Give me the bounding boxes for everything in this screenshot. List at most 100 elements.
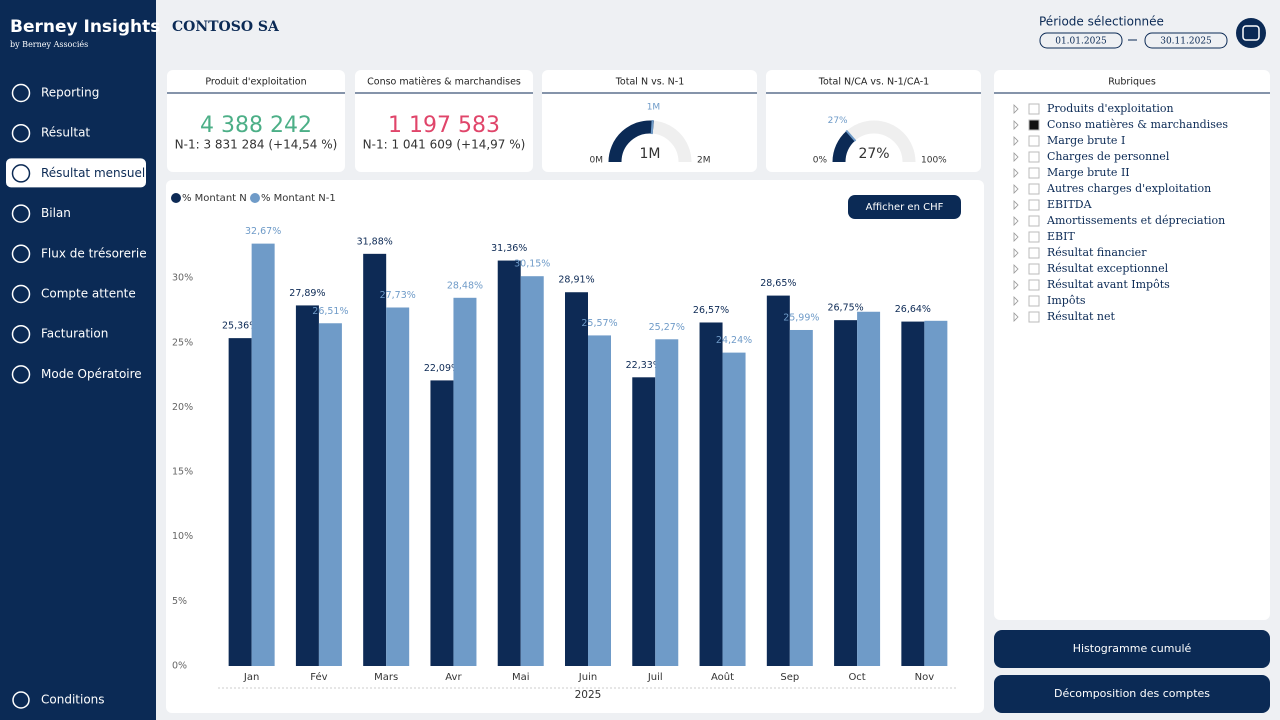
expand-arrow[interactable]	[1013, 264, 1019, 274]
chf-button[interactable]	[848, 195, 961, 219]
brand: Berney Insights	[10, 17, 160, 37]
bar	[588, 335, 611, 666]
bar	[834, 320, 858, 666]
rubrique[interactable]: Conso matières & marchandises	[1047, 118, 1228, 131]
nav-item[interactable]: Mode Opératoire	[41, 367, 142, 381]
rubrique[interactable]: Amortissements et dépreciation	[1046, 214, 1225, 227]
nav-item[interactable]: Compte attente	[41, 287, 136, 301]
expand-arrow[interactable]	[1013, 296, 1019, 306]
checkbox[interactable]	[1028, 183, 1040, 195]
bar	[632, 377, 656, 666]
kpi-previous: N-1: 3 831 284 (+14,54 %)	[175, 138, 338, 152]
nav-active	[6, 158, 146, 188]
start-date[interactable]: 01.01.2025	[1055, 37, 1107, 47]
end-date[interactable]: 30.11.2025	[1160, 37, 1212, 47]
rubrique[interactable]: Résultat avant Impôts	[1047, 278, 1170, 291]
rubrique[interactable]: Charges de personnel	[1047, 150, 1170, 163]
rubriques-title: Rubriques	[1108, 77, 1156, 88]
expand-arrow[interactable]	[1013, 120, 1019, 130]
y-tick-label: 20%	[172, 402, 193, 413]
checkbox[interactable]	[1028, 311, 1040, 323]
expand-arrow[interactable]	[1013, 104, 1019, 114]
bar	[722, 352, 746, 666]
bar	[453, 297, 477, 666]
x-tick-label: Août	[711, 671, 734, 683]
nav-conditions[interactable]: Conditions	[41, 693, 105, 707]
x-tick-label: Oct	[848, 672, 865, 683]
x-tick-label: Mars	[374, 672, 398, 683]
action-button-label[interactable]: Décomposition des comptes	[1054, 687, 1210, 700]
x-tick-label: Sep	[780, 672, 799, 683]
nav-item[interactable]: Flux de trésorerie	[41, 246, 147, 260]
expand-arrow[interactable]	[1013, 168, 1019, 178]
checkbox[interactable]	[1028, 167, 1040, 179]
value-label: 27,89%	[289, 288, 325, 299]
y-tick-label: 30%	[172, 273, 193, 284]
company: CONTOSO SA	[172, 19, 280, 35]
checkbox[interactable]	[1028, 151, 1040, 163]
nav-item[interactable]: Bilan	[41, 206, 71, 220]
checkbox[interactable]	[1028, 231, 1040, 243]
x-tick-label: Nov	[915, 672, 935, 683]
value-label: 26,57%	[693, 305, 729, 316]
nav-icon	[11, 164, 31, 183]
x-tick-label: Jan	[243, 672, 259, 683]
period-label: Période sélectionnée	[1039, 15, 1164, 29]
bar	[363, 253, 387, 666]
checkbox[interactable]	[1028, 135, 1040, 147]
kpi-title: Produit d'exploitation	[205, 77, 306, 88]
chf-button-label[interactable]: Afficher en CHF	[866, 202, 944, 213]
expand-arrow[interactable]	[1013, 216, 1019, 226]
date-box[interactable]	[1144, 32, 1228, 49]
checkbox[interactable]	[1028, 119, 1040, 131]
rubrique[interactable]: Marge brute I	[1047, 134, 1125, 147]
nav-item[interactable]: Résultat mensuel	[41, 166, 145, 180]
calendar-button[interactable]	[1236, 18, 1266, 48]
bar	[901, 321, 925, 666]
rubrique[interactable]: Résultat financier	[1047, 246, 1147, 259]
x-tick-label: Juin	[578, 672, 597, 683]
checkbox[interactable]	[1028, 279, 1040, 291]
checkbox[interactable]	[1028, 263, 1040, 275]
expand-arrow[interactable]	[1013, 232, 1019, 242]
checkbox[interactable]	[1028, 215, 1040, 227]
nav-item[interactable]: Résultat	[41, 126, 90, 140]
card	[355, 70, 533, 172]
checkbox[interactable]	[1028, 295, 1040, 307]
nav-icon	[11, 284, 31, 304]
action-button-label[interactable]: Histogramme cumulé	[1073, 642, 1192, 655]
expand-arrow[interactable]	[1013, 280, 1019, 290]
rubrique[interactable]: EBITDA	[1047, 198, 1093, 211]
expand-arrow[interactable]	[1013, 248, 1019, 258]
value-label: 22,09%	[424, 363, 460, 374]
rubrique[interactable]: Résultat net	[1047, 310, 1116, 323]
value-label: 25,27%	[649, 322, 685, 333]
rubrique[interactable]: Résultat exceptionnel	[1047, 262, 1169, 275]
rubrique[interactable]: EBIT	[1047, 230, 1075, 243]
nav-item[interactable]: Reporting	[41, 86, 99, 100]
nav-item[interactable]: Facturation	[41, 327, 108, 341]
expand-arrow[interactable]	[1013, 184, 1019, 194]
bar	[789, 329, 813, 666]
expand-arrow[interactable]	[1013, 312, 1019, 322]
checkbox[interactable]	[1028, 199, 1040, 211]
nav-icon	[11, 204, 31, 223]
nav-icon	[11, 83, 31, 103]
value-label: 30,15%	[514, 259, 550, 270]
expand-arrow[interactable]	[1013, 136, 1019, 146]
gauge-title: Total N vs. N-1	[615, 77, 685, 88]
rubrique[interactable]: Produits d'exploitation	[1047, 102, 1174, 115]
action-button[interactable]	[994, 630, 1270, 668]
checkbox[interactable]	[1028, 103, 1040, 115]
rubrique[interactable]: Impôts	[1047, 294, 1086, 307]
action-button[interactable]	[994, 675, 1270, 713]
checkbox[interactable]	[1028, 247, 1040, 259]
value-label: 28,65%	[760, 278, 796, 289]
rubrique[interactable]: Autres charges d'exploitation	[1046, 182, 1211, 195]
expand-arrow[interactable]	[1013, 152, 1019, 162]
expand-arrow[interactable]	[1013, 200, 1019, 210]
date-box[interactable]	[1039, 32, 1123, 49]
rubrique[interactable]: Marge brute II	[1047, 166, 1130, 179]
gauge-max: 2M	[697, 156, 711, 166]
